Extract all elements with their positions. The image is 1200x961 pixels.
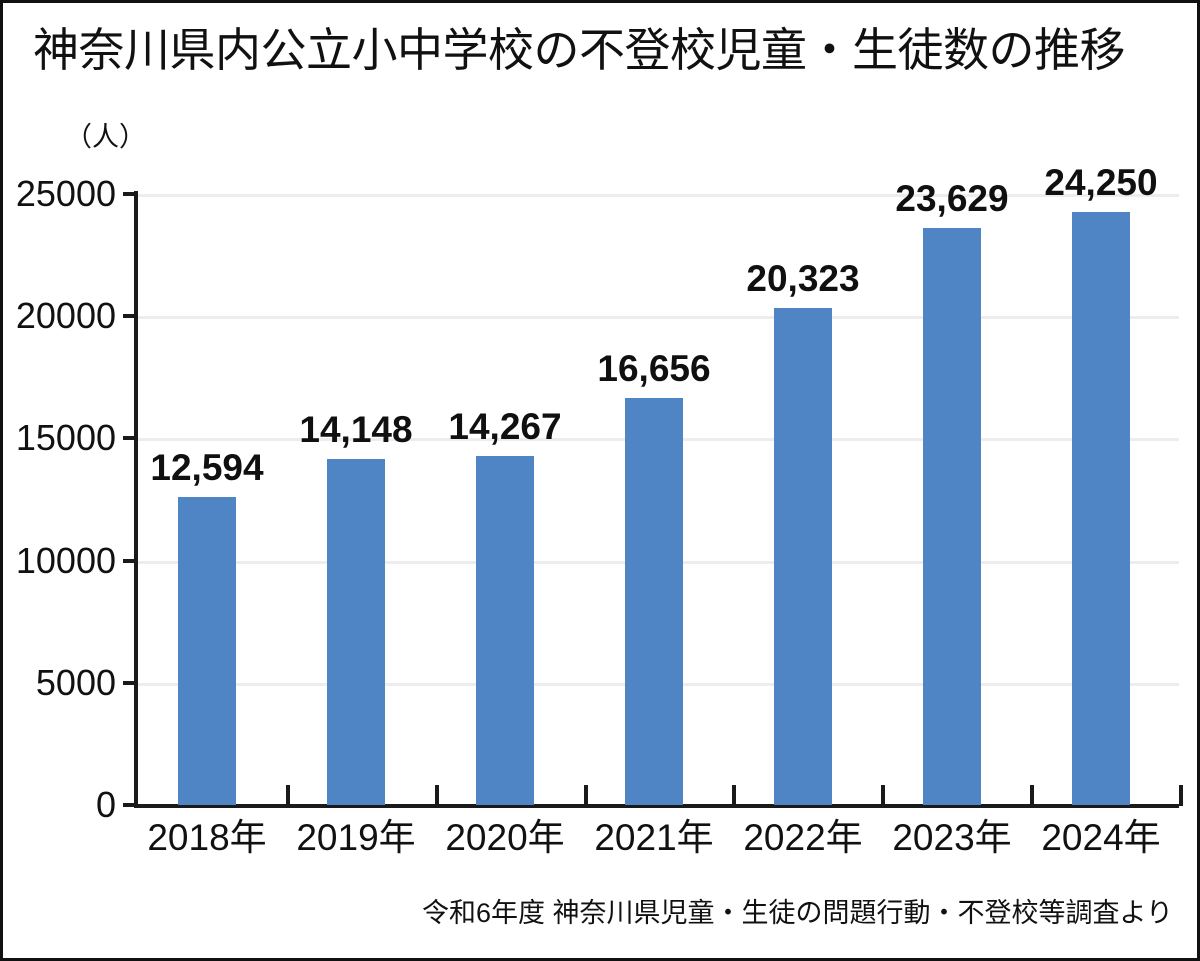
- bar-value-label: 14,148: [299, 409, 413, 450]
- y-axis-tick-label: 0: [95, 784, 116, 825]
- y-axis-tick-label: 15000: [15, 417, 116, 459]
- bar-value-label: 14,267: [448, 406, 562, 447]
- x-axis-category-label: 2023年: [892, 817, 1012, 858]
- bar: [178, 497, 236, 805]
- x-axis-category-label: 2018年: [147, 817, 267, 858]
- x-axis-tick: [435, 785, 439, 806]
- y-axis-tick: [123, 803, 138, 807]
- y-axis-tick-label: 5000: [35, 661, 116, 703]
- bar: [327, 459, 385, 805]
- bar-value-label: 20,323: [746, 258, 860, 299]
- bar: [1072, 212, 1130, 805]
- x-axis-tick: [1030, 785, 1034, 806]
- y-axis-unit-label: （人）: [65, 122, 146, 152]
- bar-value-label: 24,250: [1044, 162, 1158, 203]
- bar-value-label: 16,656: [597, 348, 711, 389]
- y-axis-tick: [123, 192, 138, 196]
- gridline: [137, 194, 1179, 197]
- y-axis-tick-label: 10000: [15, 539, 116, 581]
- x-axis-tick: [1179, 785, 1183, 806]
- gridline: [137, 316, 1179, 320]
- source-note: 令和6年度 神奈川県児童・生徒の問題行動・不登校等調査より: [422, 898, 1173, 928]
- x-axis-tick: [732, 785, 736, 806]
- x-axis-category-label: 2020年: [445, 817, 565, 858]
- x-axis-tick: [584, 785, 588, 806]
- bar: [923, 228, 981, 805]
- bar: [774, 308, 832, 805]
- x-axis-tick: [881, 785, 885, 806]
- x-axis-line: [134, 804, 1179, 808]
- x-axis-category-label: 2024年: [1041, 817, 1161, 858]
- x-axis-category-label: 2021年: [594, 817, 714, 858]
- y-axis-line: [134, 191, 138, 808]
- bar: [625, 398, 683, 805]
- y-axis-tick: [123, 680, 138, 685]
- y-axis-tick: [123, 558, 138, 563]
- y-axis-tick-label: 20000: [15, 295, 116, 337]
- y-axis-tick: [123, 436, 138, 441]
- bar: [476, 456, 534, 805]
- x-axis-category-label: 2019年: [296, 817, 416, 858]
- y-axis-tick-label: 25000: [15, 173, 116, 214]
- bar-value-label: 12,594: [150, 447, 264, 488]
- x-axis-category-label: 2022年: [743, 817, 863, 858]
- x-axis-tick: [286, 785, 290, 806]
- bar-value-label: 23,629: [895, 178, 1009, 219]
- y-axis-tick: [123, 314, 138, 319]
- page-title: 神奈川県内公立小中学校の不登校児童・生徒数の推移: [33, 24, 1126, 76]
